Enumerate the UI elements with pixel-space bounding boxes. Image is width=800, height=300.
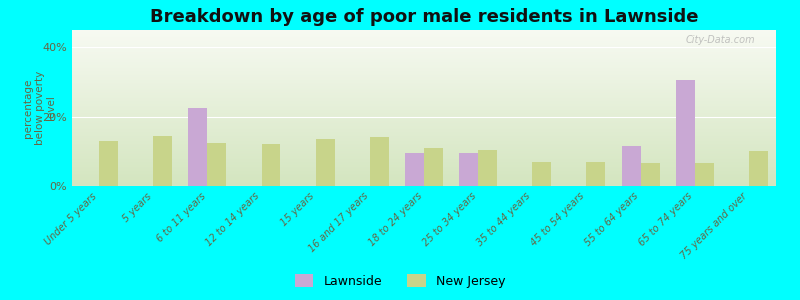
Bar bbox=[370, 137, 389, 186]
Bar bbox=[478, 150, 497, 186]
Bar bbox=[586, 162, 606, 186]
Bar bbox=[424, 148, 443, 186]
Bar bbox=[694, 164, 714, 186]
Bar bbox=[622, 146, 641, 186]
Bar bbox=[641, 164, 659, 186]
Text: City-Data.com: City-Data.com bbox=[686, 35, 755, 45]
Bar bbox=[459, 153, 478, 186]
Legend: Lawnside, New Jersey: Lawnside, New Jersey bbox=[294, 274, 506, 288]
Bar bbox=[749, 151, 768, 186]
Title: Breakdown by age of poor male residents in Lawnside: Breakdown by age of poor male residents … bbox=[150, 8, 698, 26]
Bar bbox=[189, 108, 207, 186]
Bar bbox=[405, 153, 424, 186]
Bar bbox=[532, 162, 551, 186]
Bar bbox=[262, 144, 281, 186]
Y-axis label: percentage
below poverty
level: percentage below poverty level bbox=[23, 71, 56, 145]
Bar bbox=[154, 136, 172, 186]
Bar bbox=[99, 141, 118, 186]
Bar bbox=[207, 143, 226, 186]
Bar bbox=[316, 139, 334, 186]
Bar bbox=[676, 80, 694, 186]
